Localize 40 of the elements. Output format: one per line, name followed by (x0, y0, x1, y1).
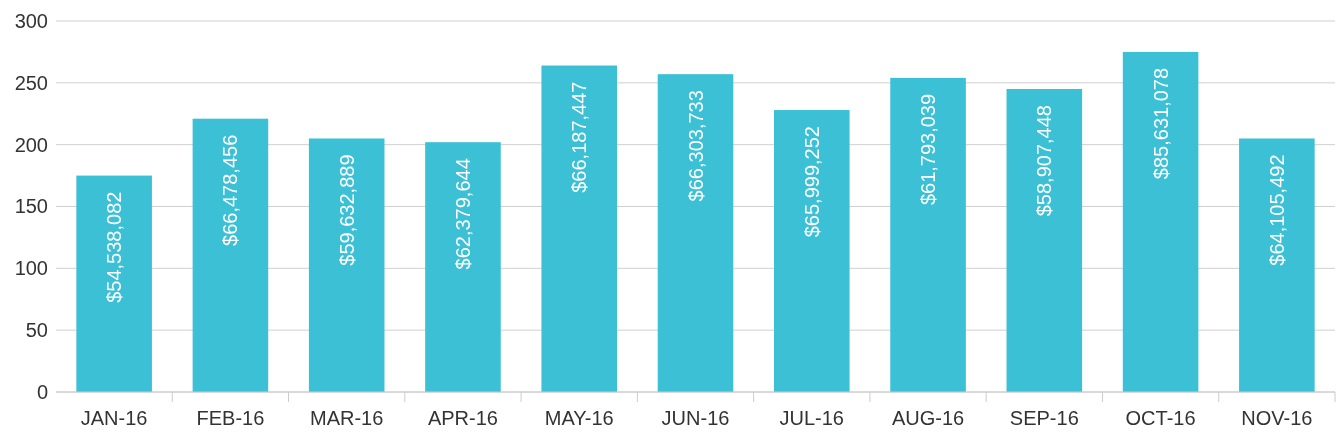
x-tick-label: JAN-16 (80, 407, 148, 429)
annotation: $66,478,456 (219, 134, 242, 246)
bar (541, 65, 618, 392)
y-tick-label: 150 (14, 195, 48, 218)
bar (773, 110, 850, 392)
bar (76, 175, 152, 392)
y-tick-label: 300 (14, 9, 48, 32)
x-tick-label: FEB-16 (196, 407, 265, 429)
annotation: $59,632,889 (335, 154, 358, 266)
x-tick-label: APR-16 (427, 407, 498, 429)
annotation: $64,105,492 (1265, 154, 1288, 266)
bar (1006, 89, 1083, 392)
annotation: $66,303,733 (684, 90, 707, 202)
annotation: $61,793,039 (917, 93, 940, 206)
annotation: $58,907,448 (1033, 105, 1056, 217)
x-tick-label: NOV-16 (1241, 407, 1313, 429)
bar (308, 138, 385, 392)
x-tick-label: MAR-16 (310, 407, 384, 429)
bar (1122, 51, 1199, 392)
x-tick-label: MAY-16 (544, 407, 614, 429)
annotation: $54,538,082 (103, 191, 126, 303)
bar (192, 118, 269, 392)
y-tick-label: 100 (14, 257, 48, 280)
x-tick-label: JUL-16 (779, 407, 845, 429)
y-tick-label: 200 (14, 133, 48, 156)
y-tick-label: 0 (36, 380, 48, 403)
annotation: $85,631,078 (1149, 67, 1172, 180)
annotation: $66,187,447 (568, 81, 591, 193)
bar (890, 77, 966, 392)
x-tick-label: SEP-16 (1009, 407, 1079, 429)
bar (657, 74, 734, 392)
y-tick-label: 50 (25, 319, 48, 342)
annotation: $62,379,644 (451, 158, 474, 270)
y-tick-label: 250 (14, 71, 48, 94)
x-tick-label: JUN-16 (661, 407, 730, 429)
bar (1239, 138, 1315, 392)
annotation: $65,999,252 (800, 126, 823, 238)
x-tick-label: OCT-16 (1125, 407, 1196, 429)
bar (425, 142, 501, 392)
x-tick-label: AUG-16 (891, 407, 965, 429)
